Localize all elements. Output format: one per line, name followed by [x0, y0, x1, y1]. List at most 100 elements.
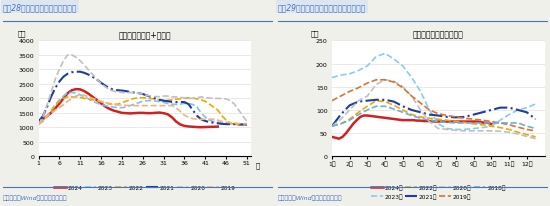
- 2020年: [444, 129, 450, 131]
- 2023年: [524, 107, 530, 109]
- 2024年: [364, 115, 371, 117]
- 2023年: [488, 125, 494, 128]
- 2024: [185, 126, 192, 128]
- 2020年: [435, 128, 442, 130]
- 2018年: [382, 105, 388, 108]
- 2024年: [360, 115, 367, 117]
- 2019年: [373, 79, 380, 82]
- 2023年: [435, 123, 442, 125]
- 2022: [235, 124, 242, 127]
- Line: 2020: 2020: [39, 56, 247, 125]
- 2021年: [364, 100, 371, 102]
- 2019年: [470, 118, 477, 121]
- 2022年: [346, 118, 353, 121]
- 2022年: [488, 125, 494, 128]
- 2019年: [426, 109, 433, 112]
- 2022年: [364, 105, 371, 108]
- 2018年: [524, 125, 530, 128]
- 2021年: [461, 116, 468, 119]
- 2020: [189, 98, 196, 100]
- 2022年: [390, 105, 397, 107]
- 2020年: [346, 109, 353, 112]
- 2024: [73, 88, 79, 91]
- 2018年: [435, 121, 442, 123]
- 2019年: [532, 130, 539, 132]
- 2018年: [461, 122, 468, 125]
- 2021年: [390, 101, 397, 103]
- 2019: [85, 96, 92, 99]
- 2023: [35, 122, 42, 125]
- 2023年: [399, 65, 406, 68]
- 2020年: [338, 118, 344, 121]
- 2022年: [355, 111, 362, 114]
- 2021: [35, 121, 42, 123]
- Line: 2022: 2022: [39, 97, 247, 125]
- 2024年: [421, 120, 427, 123]
- 2024: [60, 98, 67, 100]
- 2018年: [399, 111, 406, 114]
- 2024: [98, 103, 104, 105]
- 2019年: [328, 100, 335, 102]
- 2019年: [497, 122, 503, 125]
- 2019: [102, 102, 108, 104]
- 2018年: [444, 122, 450, 124]
- 2023年: [346, 73, 353, 76]
- 2020: [64, 54, 71, 57]
- 2021年: [444, 116, 450, 119]
- 2024年: [339, 136, 346, 138]
- Text: 万吨: 万吨: [17, 30, 26, 37]
- 2020年: [524, 136, 530, 138]
- 2022年: [515, 131, 521, 134]
- 2020年: [532, 138, 539, 140]
- 2020年: [328, 125, 335, 128]
- 2024: [119, 112, 125, 115]
- 2023年: [382, 53, 388, 55]
- 2024年: [453, 121, 459, 123]
- 2018年: [338, 123, 344, 125]
- 2018年: [417, 117, 424, 120]
- 2024: [194, 126, 200, 129]
- 2022: [102, 102, 108, 104]
- 2019: [239, 123, 246, 125]
- 2022: [189, 97, 196, 100]
- Line: 2021年: 2021年: [332, 100, 536, 126]
- 2024: [123, 112, 129, 115]
- 2022年: [444, 119, 450, 122]
- 2024: [173, 121, 179, 123]
- Text: 周: 周: [255, 161, 260, 168]
- Legend: 2024年, 2023年, 2022年, 2021年, 2020年, 2019年, 2018年: 2024年, 2023年, 2022年, 2021年, 2020年, 2019年…: [368, 183, 508, 201]
- 2020年: [364, 95, 371, 98]
- 2023: [239, 123, 246, 125]
- 2019年: [506, 124, 513, 126]
- 2019年: [408, 95, 415, 98]
- 2019: [177, 111, 184, 113]
- 2018年: [355, 114, 362, 116]
- 2023年: [417, 91, 424, 93]
- 2020: [35, 124, 42, 126]
- 2023年: [470, 128, 477, 130]
- 2024: [144, 112, 150, 115]
- 2020年: [382, 79, 388, 82]
- 2023年: [390, 59, 397, 61]
- 2019年: [346, 91, 353, 93]
- Text: 图表29：近半月电解铝库存环比连续回落: 图表29：近半月电解铝库存环比连续回落: [278, 3, 366, 12]
- 2020年: [453, 130, 459, 132]
- 2019: [189, 118, 196, 120]
- 2020年: [506, 131, 513, 134]
- 2024: [102, 106, 108, 108]
- 2024年: [396, 119, 403, 121]
- 2024: [48, 112, 54, 115]
- 2024: [164, 114, 171, 116]
- 2023年: [479, 127, 486, 129]
- 2024: [127, 113, 134, 115]
- 2018年: [408, 115, 415, 117]
- 2023年: [453, 129, 459, 131]
- 2021年: [479, 111, 486, 114]
- 2023年: [426, 109, 433, 112]
- 2024: [156, 112, 163, 114]
- 2022年: [338, 123, 344, 125]
- 2024年: [378, 117, 385, 119]
- 2024年: [460, 121, 466, 123]
- Title: 钢材库存（厂库+社库）: 钢材库存（厂库+社库）: [118, 30, 171, 39]
- 2022: [239, 124, 246, 127]
